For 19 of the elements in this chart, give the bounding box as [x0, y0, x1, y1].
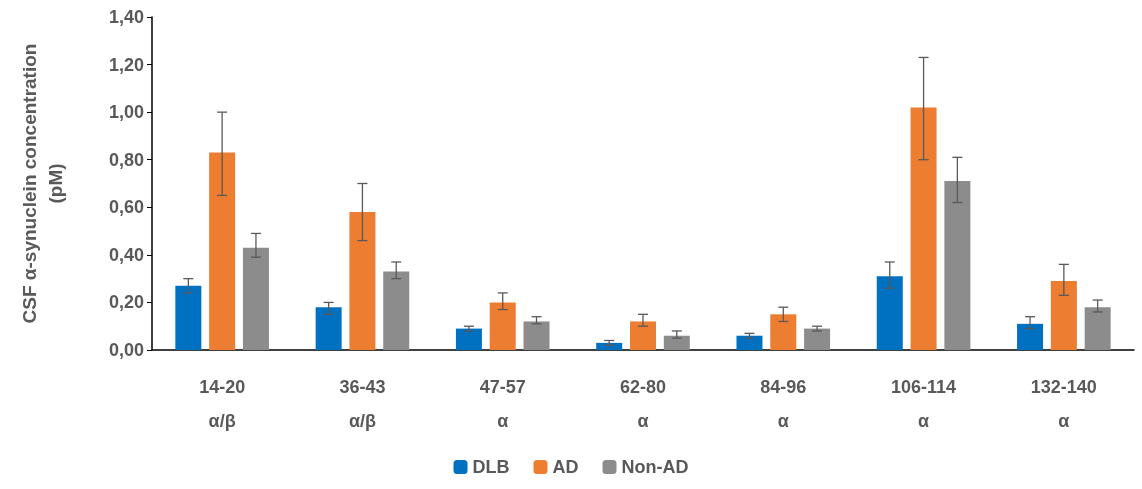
y-tick-label: 1,40: [108, 7, 144, 27]
legend-label: Non-AD: [621, 457, 689, 477]
y-tick-label: 1,00: [108, 102, 144, 123]
legend-label: AD: [552, 457, 579, 477]
x-tick-label: 14-20 α/β: [199, 377, 246, 431]
x-tick-label: 62-80 α: [619, 377, 667, 431]
x-tick-label: 84-96 α: [760, 377, 807, 431]
y-tick-label: 0,40: [108, 244, 144, 265]
y-axis-title: CSF α-synuclein concentration (pM): [18, 43, 66, 324]
y-tick-label: 0,60: [108, 197, 144, 218]
legend-label: DLB: [472, 457, 510, 477]
x-tick-label: 106-114 α: [891, 377, 957, 431]
y-tick-label: 0,00: [108, 340, 144, 360]
x-tick-label: 132-140 α: [1030, 377, 1097, 431]
y-tick-label: 1,20: [108, 54, 144, 75]
y-tick-label: 0,80: [108, 149, 144, 170]
x-tick-label: 47-57 α: [479, 377, 526, 431]
x-tick-label: 36-43 α/β: [339, 377, 386, 431]
y-tick-label: 0,20: [108, 292, 144, 313]
